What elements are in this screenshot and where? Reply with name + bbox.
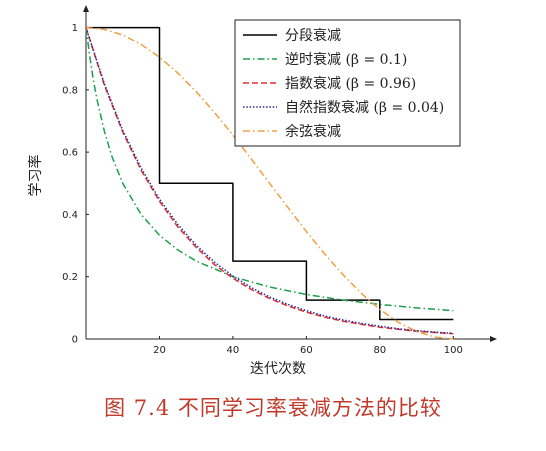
legend-label-3: 指数衰减 (β = 0.96) <box>285 75 416 92</box>
legend-label-5: 余弦衰减 <box>285 123 341 140</box>
y-tick-label: 0.8 <box>62 85 78 96</box>
series-line-4 <box>85 27 454 335</box>
y-axis-label: 学习率 <box>27 155 44 197</box>
y-tick-label: 0.6 <box>62 148 78 159</box>
x-tick-label: 80 <box>373 345 386 356</box>
plot-area <box>85 26 454 340</box>
x-tick-label: 40 <box>227 345 240 356</box>
y-tick-label: 1 <box>72 23 78 34</box>
y-axis-arrow <box>83 5 89 12</box>
x-tick-label: 100 <box>444 345 463 356</box>
y-tick-label: 0.2 <box>62 272 78 283</box>
x-tick-label: 20 <box>153 345 166 356</box>
x-axis-label: 迭代次数 <box>250 361 306 377</box>
learning-rate-chart: 20 40 60 80 100 0 0.2 0.4 0.6 0.8 1 迭代次数 学习率 分段衰减逆时衰… <box>27 5 497 377</box>
legend-label-2: 逆时衰减 (β = 0.1) <box>285 51 407 68</box>
series-line-2 <box>85 27 454 312</box>
figure-caption: 图 7.4 不同学习率衰减方法的比较 <box>104 396 442 420</box>
x-tick-label: 60 <box>300 345 313 356</box>
legend-label-1: 分段衰减 <box>285 27 341 44</box>
y-tick-label: 0.4 <box>62 210 78 221</box>
x-axis-arrow <box>490 336 497 342</box>
legend-label-4: 自然指数衰减 (β = 0.04) <box>285 99 444 116</box>
y-tick-label: 0 <box>72 335 78 346</box>
series-line-5 <box>85 26 454 340</box>
axes: 20 40 60 80 100 0 0.2 0.4 0.6 0.8 1 迭代次数 学习率 <box>27 5 497 377</box>
